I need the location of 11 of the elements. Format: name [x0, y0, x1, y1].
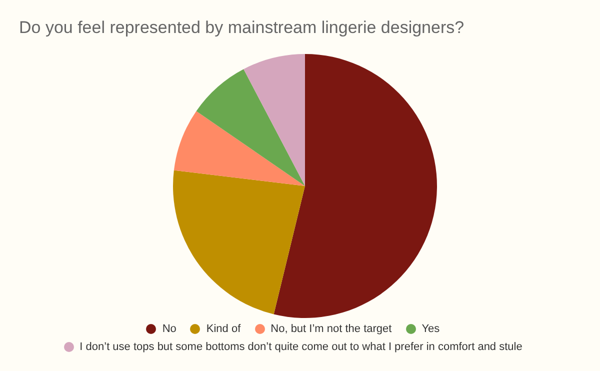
pie-slice	[196, 69, 305, 186]
legend-label: Kind of	[205, 323, 241, 335]
legend-label: No	[161, 323, 176, 335]
legend-label: I don’t use tops but some bottoms don’t quite come out to what I prefer in comfort and stule	[78, 341, 522, 353]
pie-slice	[244, 54, 305, 186]
legend-label: Yes	[420, 323, 440, 335]
pie-slice	[274, 54, 437, 318]
pie-slice	[174, 111, 305, 186]
legend-label: No, but I’m not the target	[270, 323, 392, 335]
pie-slice	[173, 170, 305, 314]
chart-title: Do you feel represented by mainstream lingerie designers?	[19, 18, 464, 38]
